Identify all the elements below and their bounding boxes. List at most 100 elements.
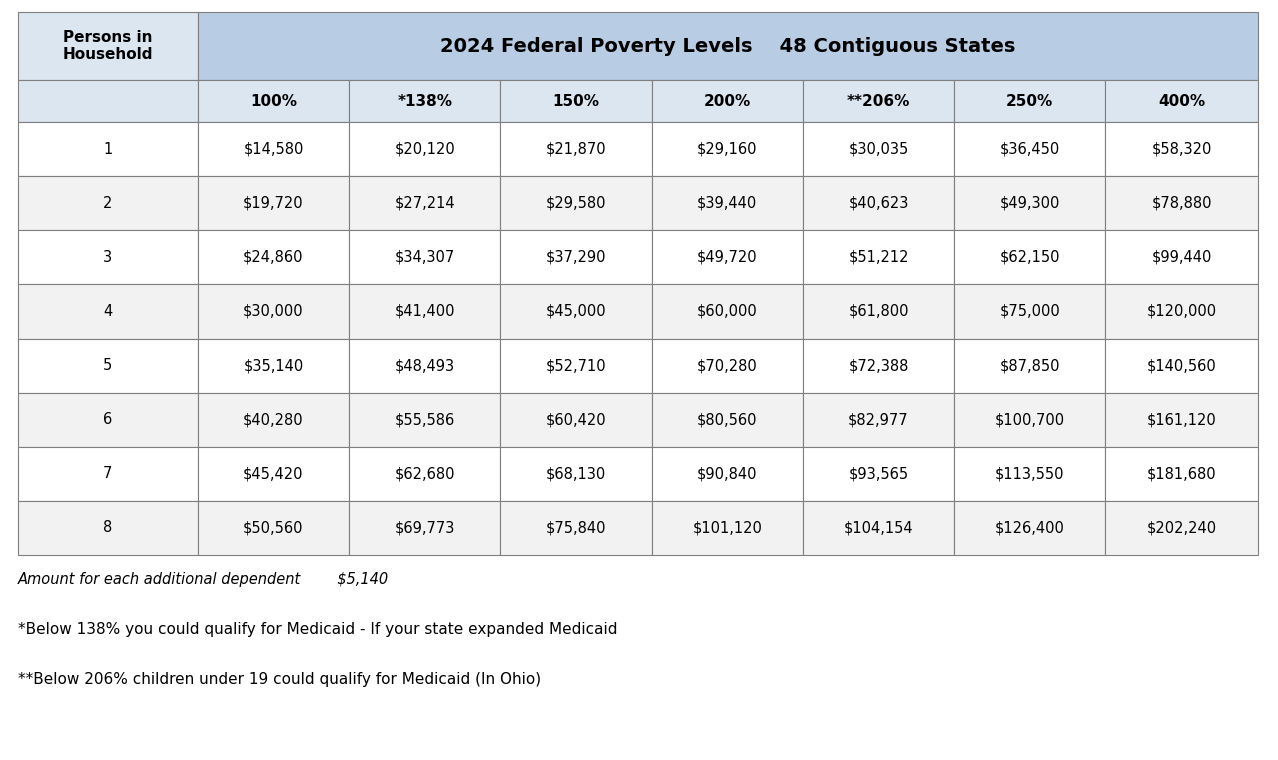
Text: $202,240: $202,240 [1146,521,1217,536]
Bar [349,176,501,230]
Bar [18,230,198,284]
Text: $50,560: $50,560 [243,521,304,536]
Text: $52,710: $52,710 [546,358,606,373]
Bar [198,447,349,501]
Bar [349,447,501,501]
Bar [955,447,1105,501]
Text: $41,400: $41,400 [395,304,455,319]
Text: $55,586: $55,586 [395,412,455,427]
Text: $14,580: $14,580 [243,141,304,157]
Bar [652,501,803,555]
Bar [18,176,198,230]
Bar [501,393,652,447]
Bar [198,501,349,555]
Text: $45,000: $45,000 [546,304,606,319]
Bar [501,284,652,338]
Text: $62,150: $62,150 [999,250,1059,264]
Text: $100,700: $100,700 [994,412,1065,427]
Text: $99,440: $99,440 [1151,250,1212,264]
Bar [1105,176,1258,230]
Text: 100%: 100% [250,93,296,109]
Text: $70,280: $70,280 [697,358,758,373]
Bar [652,338,803,393]
Bar [198,122,349,176]
Bar [652,284,803,338]
Bar [18,447,198,501]
Bar [1105,122,1258,176]
Bar [198,230,349,284]
Bar [1105,338,1258,393]
Bar [652,447,803,501]
Bar [349,338,501,393]
Bar [1105,501,1258,555]
Text: **206%: **206% [847,93,910,109]
Bar [1105,80,1258,122]
Bar [198,80,349,122]
Text: $62,680: $62,680 [395,467,455,481]
Bar [349,80,501,122]
Bar [803,447,955,501]
Text: $72,388: $72,388 [849,358,909,373]
Bar [18,393,198,447]
Text: 8: 8 [104,521,112,536]
Text: 5: 5 [104,358,112,373]
Text: $90,840: $90,840 [697,467,758,481]
Text: 7: 7 [104,467,112,481]
Bar [198,176,349,230]
Text: $60,000: $60,000 [697,304,758,319]
Text: $120,000: $120,000 [1146,304,1217,319]
Text: $29,580: $29,580 [546,195,606,211]
Bar [1105,393,1258,447]
Text: $181,680: $181,680 [1146,467,1217,481]
Text: *Below 138% you could qualify for Medicaid - If your state expanded Medicaid: *Below 138% you could qualify for Medica… [18,622,617,637]
Bar [18,338,198,393]
Bar [955,284,1105,338]
Bar [18,122,198,176]
Text: $101,120: $101,120 [693,521,762,536]
Bar [501,80,652,122]
Text: $58,320: $58,320 [1151,141,1212,157]
Text: 150%: 150% [552,93,599,109]
Text: $49,720: $49,720 [697,250,758,264]
Text: $48,493: $48,493 [395,358,455,373]
Text: $20,120: $20,120 [395,141,455,157]
Bar [652,122,803,176]
Text: Persons in
Household: Persons in Household [63,30,153,62]
Bar [955,501,1105,555]
Text: 200%: 200% [704,93,751,109]
Text: $75,000: $75,000 [999,304,1061,319]
Bar [501,122,652,176]
Bar [198,284,349,338]
Bar [349,284,501,338]
Bar [803,176,955,230]
Text: $24,860: $24,860 [243,250,304,264]
Bar [349,122,501,176]
Text: Amount for each additional dependent        $5,140: Amount for each additional dependent $5,… [18,572,389,587]
Bar [803,284,955,338]
Bar [501,447,652,501]
Text: $161,120: $161,120 [1146,412,1217,427]
Bar [1105,230,1258,284]
Text: $30,035: $30,035 [849,141,909,157]
Bar [652,393,803,447]
Bar [501,338,652,393]
Text: $29,160: $29,160 [697,141,758,157]
Text: 2024 Federal Poverty Levels    48 Contiguous States: 2024 Federal Poverty Levels 48 Contiguou… [440,36,1016,55]
Text: $37,290: $37,290 [546,250,606,264]
Bar [198,393,349,447]
Text: $60,420: $60,420 [546,412,606,427]
Text: $75,840: $75,840 [546,521,606,536]
Bar [198,338,349,393]
Text: 250%: 250% [1006,93,1053,109]
Bar [198,12,1258,80]
Bar [501,230,652,284]
Text: $30,000: $30,000 [243,304,304,319]
Text: 400%: 400% [1158,93,1205,109]
Text: $39,440: $39,440 [698,195,758,211]
Text: $140,560: $140,560 [1146,358,1217,373]
Bar [18,80,198,122]
Text: $68,130: $68,130 [546,467,606,481]
Text: $19,720: $19,720 [243,195,304,211]
Bar [1105,284,1258,338]
Text: $80,560: $80,560 [697,412,758,427]
